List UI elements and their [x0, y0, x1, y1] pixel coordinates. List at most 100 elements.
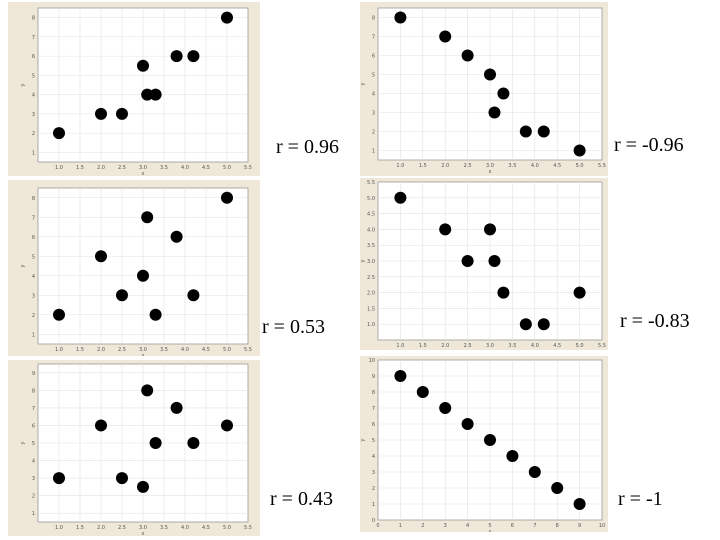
data-point [497, 87, 510, 100]
x-tick-label: 3.0 [486, 343, 494, 349]
y-tick-label: 3 [32, 293, 35, 299]
data-point [497, 286, 510, 299]
y-tick-label: 1.0 [367, 322, 375, 328]
data-point [116, 289, 128, 302]
x-tick-label: 3.5 [160, 165, 168, 171]
data-point [439, 223, 452, 236]
data-point [149, 308, 162, 321]
x-tick-label: 2.5 [464, 163, 472, 169]
y-tick-label: 4 [32, 93, 35, 99]
data-point [484, 68, 496, 81]
y-tick-label: 5 [372, 73, 375, 79]
x-tick-label: 1.5 [419, 343, 427, 349]
data-point [551, 482, 564, 494]
y-tick-label: 2 [372, 486, 375, 492]
x-tick-label: 2 [421, 523, 424, 529]
y-tick-label: 4.5 [367, 212, 375, 218]
data-point [221, 191, 233, 204]
y-tick-label: 5 [32, 73, 35, 79]
y-tick-label: 7 [372, 406, 375, 412]
x-tick-label: 1.5 [76, 165, 84, 171]
chart-panel-5: 0 1 2 3 4 5 6 7 8 9 10 0 1 2 3 4 5 6 7 8 9 10 x y [360, 356, 608, 532]
data-point [149, 437, 162, 449]
data-point [95, 107, 107, 120]
data-point [137, 59, 149, 72]
x-tick-label: 4.0 [181, 165, 189, 171]
scatter-plot-2: 1.0 1.5 2.0 2.5 3.0 3.5 4.0 4.5 5.0 5.5 1 2 3 4 5 6 7 8 x y [20, 187, 252, 356]
y-tick-label: 7 [372, 35, 375, 41]
y-tick-label: 4 [372, 454, 375, 460]
y-tick-label: 7 [32, 406, 35, 412]
x-tick-label: 9 [578, 523, 581, 529]
data-point [53, 472, 65, 485]
y-tick-label: 1 [32, 150, 35, 156]
data-point [416, 386, 429, 398]
data-point [394, 11, 407, 24]
chart-panel-4: 1.0 1.5 2.0 2.5 3.0 3.5 4.0 4.5 5.0 5.5 1 2 3 4 5 6 7 8 9 x… [8, 360, 260, 536]
x-tick-label: 1.0 [55, 525, 63, 531]
x-axis-label: x [142, 171, 145, 176]
x-tick-label: 5.5 [598, 163, 606, 169]
x-tick-label: 8 [556, 523, 559, 529]
x-tick-label: 5 [488, 523, 491, 529]
y-tick-label: 5.5 [367, 180, 375, 186]
data-point [484, 223, 496, 236]
x-tick-label: 1.0 [396, 343, 404, 349]
data-point [461, 418, 474, 430]
data-point [461, 49, 474, 62]
y-tick-label: 8 [32, 196, 35, 202]
y-tick-label: 1.5 [367, 306, 375, 312]
data-point [149, 88, 162, 101]
y-tick-label: 4 [32, 274, 35, 280]
data-point [170, 50, 183, 63]
y-axis-label: y [20, 83, 26, 86]
y-tick-label: 2 [32, 131, 35, 137]
chart-panel-3: 1.0 1.5 2.0 2.5 3.0 3.5 4.0 4.5 5.0 5.5 1.0 1.5 2.0 2… [360, 178, 608, 350]
data-point [95, 250, 107, 263]
x-tick-label: 1 [399, 523, 402, 529]
data-point [141, 88, 154, 101]
x-tick-label: 5.5 [244, 347, 252, 353]
x-tick-label: 1.0 [396, 163, 404, 169]
scatter-plot-4: 1.0 1.5 2.0 2.5 3.0 3.5 4.0 4.5 5.0 5.5 1 2 3 4 5 6 7 8 9 x… [20, 363, 252, 536]
y-tick-label: 1 [32, 511, 35, 517]
x-tick-label: 4.0 [531, 163, 539, 169]
data-point [484, 434, 496, 446]
scatter-plot-1: 1.0 1.5 2.0 2.5 3.0 3.5 4.0 4.5 5.0 5.5 1 2 3 4 5 6 7 8 x y [360, 7, 606, 175]
y-tick-label: 2 [372, 130, 375, 136]
y-tick-label: 3.5 [367, 243, 375, 249]
y-tick-label: 3 [32, 112, 35, 118]
x-tick-label: 3.0 [139, 525, 147, 531]
x-tick-label: 3.5 [508, 343, 516, 349]
x-tick-label: 6 [511, 523, 514, 529]
y-tick-label: 0 [372, 518, 375, 524]
y-axis-label: y [360, 438, 366, 441]
x-tick-label: 1.5 [76, 347, 84, 353]
chart-panel-0: 1.0 1.5 2.0 2.5 3.0 3.5 4.0 4.5 5.0 5.5 1 2 3 4 5 6 7 8 x y [8, 2, 260, 176]
x-tick-label: 4.0 [531, 343, 539, 349]
x-tick-label: 2.0 [441, 343, 449, 349]
y-tick-label: 8 [32, 16, 35, 22]
data-point [439, 402, 452, 414]
x-tick-label: 5.0 [576, 343, 584, 349]
y-tick-label: 9 [372, 374, 375, 380]
r-label-2: r = 0.53 [262, 316, 325, 338]
data-point [573, 498, 586, 510]
x-tick-label: 1.0 [55, 165, 63, 171]
y-tick-label: 1 [372, 149, 375, 155]
x-tick-label: 4.0 [181, 525, 189, 531]
x-tick-label: 5.0 [223, 347, 231, 353]
data-point [116, 472, 128, 485]
y-tick-label: 2 [32, 494, 35, 500]
y-axis-label: y [20, 441, 26, 444]
data-point [394, 191, 407, 204]
r-label-4: r = 0.43 [270, 488, 333, 510]
y-tick-label: 5 [372, 438, 375, 444]
r-label-1: r = -0.96 [614, 134, 684, 156]
x-tick-label: 4.5 [202, 165, 210, 171]
x-tick-label: 2.0 [441, 163, 449, 169]
data-point [506, 450, 519, 462]
x-tick-label: 5.5 [244, 525, 252, 531]
x-tick-label: 1.5 [76, 525, 84, 531]
x-tick-label: 7 [533, 523, 536, 529]
